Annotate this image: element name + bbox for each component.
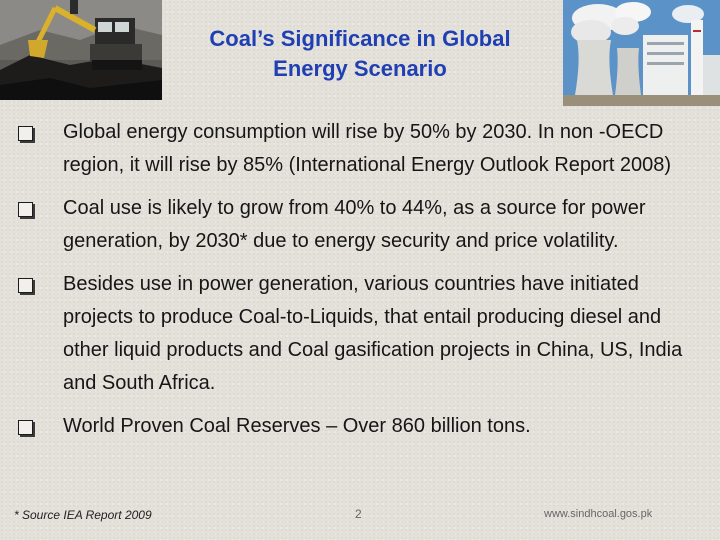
title-line-2: Energy Scenario bbox=[273, 56, 447, 81]
bullet-text: World Proven Coal Reserves – Over 860 bi… bbox=[63, 415, 531, 437]
bullet-list: Global energy consumption will rise by 5… bbox=[18, 116, 708, 443]
bullet-item: World Proven Coal Reserves – Over 860 bi… bbox=[18, 410, 708, 443]
page-number: 2 bbox=[355, 507, 362, 521]
footer-website: www.sindhcoal.gos.pk bbox=[544, 508, 653, 520]
footer-source-note: * Source IEA Report 2009 bbox=[14, 508, 152, 522]
slide-title: Coal’s Significance in Global Energy Sce… bbox=[170, 24, 550, 84]
bullet-item: Besides use in power generation, various… bbox=[18, 268, 708, 400]
checkbox-bullet-icon bbox=[18, 202, 33, 217]
coal-mine-photo bbox=[0, 0, 162, 100]
checkbox-bullet-icon bbox=[18, 278, 33, 293]
checkbox-bullet-icon bbox=[18, 420, 33, 435]
bullet-text: Besides use in power generation, various… bbox=[63, 273, 683, 394]
bullet-text: Global energy consumption will rise by 5… bbox=[63, 121, 672, 176]
title-line-1: Coal’s Significance in Global bbox=[209, 26, 511, 51]
bullet-item: Global energy consumption will rise by 5… bbox=[18, 116, 708, 182]
power-plant-photo bbox=[563, 0, 720, 106]
bullet-item: Coal use is likely to grow from 40% to 4… bbox=[18, 192, 708, 258]
checkbox-bullet-icon bbox=[18, 126, 33, 141]
bullet-text: Coal use is likely to grow from 40% to 4… bbox=[63, 197, 646, 252]
